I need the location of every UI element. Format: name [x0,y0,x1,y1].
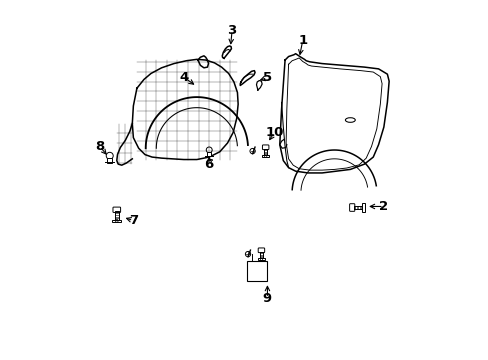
Text: 8: 8 [95,140,104,153]
Bar [247,261,266,280]
Text: 2: 2 [379,200,387,213]
Bar [207,152,211,156]
Bar [362,203,364,212]
Text: 4: 4 [180,71,189,84]
Text: 9: 9 [263,292,271,305]
Bar [112,220,121,222]
Bar [262,155,269,157]
FancyBboxPatch shape [258,248,264,253]
FancyBboxPatch shape [113,207,121,212]
Text: 6: 6 [204,158,213,171]
Text: 10: 10 [265,126,283,139]
Text: 1: 1 [298,34,306,47]
Text: 3: 3 [227,23,236,37]
Bar [107,158,112,163]
Text: 5: 5 [263,71,271,84]
Text: 7: 7 [128,214,138,227]
FancyBboxPatch shape [262,145,268,150]
Bar [257,258,264,260]
FancyBboxPatch shape [349,204,354,211]
